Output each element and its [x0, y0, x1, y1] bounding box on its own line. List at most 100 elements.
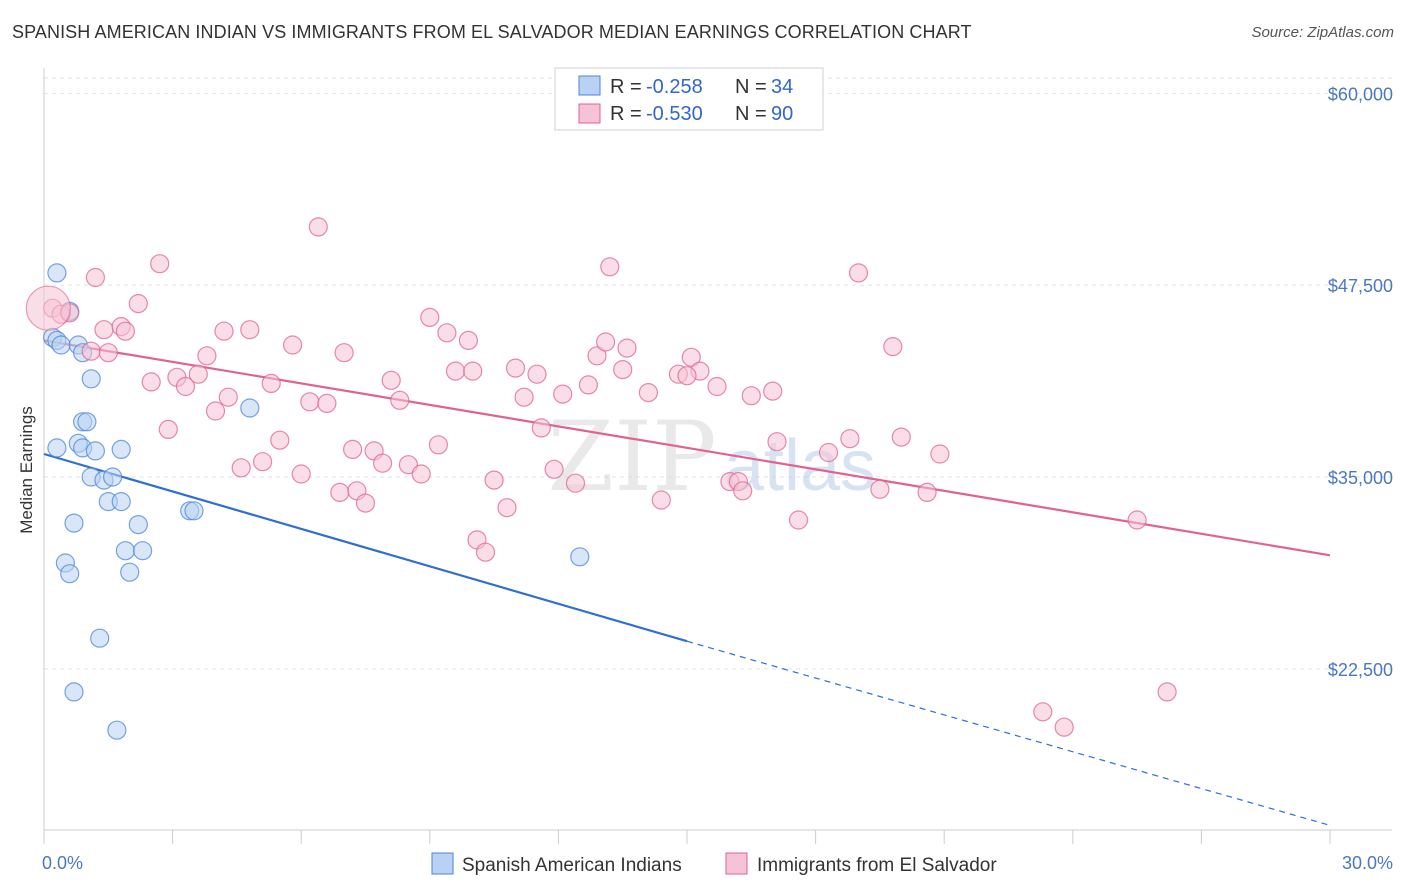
point-immigrants-el-salvador	[158, 419, 178, 439]
x-tick-label: 30.0%	[1342, 853, 1393, 873]
point-spanish-american-indians	[77, 412, 97, 432]
y-axis-label: Median Earnings	[17, 406, 36, 534]
point-immigrants-el-salvador	[733, 481, 753, 501]
point-immigrants-el-salvador	[240, 320, 260, 340]
point-immigrants-el-salvador	[587, 346, 607, 366]
series-legend-swatch-pink	[725, 852, 748, 875]
point-spanish-american-indians	[107, 720, 127, 740]
x-tick-labels: 0.0% 30.0%	[42, 853, 1393, 873]
chart-title: SPANISH AMERICAN INDIAN VS IMMIGRANTS FR…	[12, 22, 972, 42]
y-tick-label: $60,000	[1328, 84, 1393, 104]
point-spanish-american-indians	[90, 628, 110, 648]
point-immigrants-el-salvador	[638, 383, 659, 403]
point-immigrants-el-salvador	[291, 464, 311, 484]
point-immigrants-el-salvador	[128, 294, 148, 314]
point-immigrants-el-salvador	[261, 373, 281, 393]
stats-legend-n-label-2: N =	[735, 103, 767, 125]
stats-legend-n-label-1: N =	[735, 76, 767, 98]
point-immigrants-el-salvador	[115, 321, 136, 341]
point-immigrants-el-salvador	[497, 498, 517, 518]
point-immigrants-el-salvador	[141, 372, 161, 392]
point-immigrants-el-salvador	[437, 323, 457, 343]
point-immigrants-el-salvador	[527, 364, 547, 384]
watermark-zip: ZIP	[547, 401, 716, 513]
point-immigrants-el-salvador	[930, 444, 950, 464]
point-immigrants-el-salvador	[565, 473, 586, 493]
point-immigrants-el-salvador	[595, 332, 616, 352]
point-immigrants-el-salvador	[98, 343, 118, 363]
point-immigrants-el-salvador	[411, 464, 431, 484]
scatter-points	[25, 217, 1177, 740]
point-immigrants-el-salvador	[544, 459, 564, 479]
point-immigrants-el-salvador	[883, 337, 903, 357]
point-immigrants-el-salvador	[283, 335, 303, 355]
point-immigrants-el-salvador	[188, 364, 208, 384]
stats-legend-r-value-1: -0.258	[646, 76, 703, 98]
point-immigrants-el-salvador	[475, 542, 496, 562]
point-immigrants-el-salvador	[763, 381, 783, 401]
point-immigrants-el-salvador	[681, 347, 701, 367]
point-immigrants-el-salvador	[458, 330, 478, 350]
point-immigrants-el-salvador	[617, 338, 637, 358]
point-immigrants-el-salvador	[270, 430, 290, 450]
x-tick-label: 0.0%	[42, 853, 83, 873]
point-spanish-american-indians	[111, 439, 131, 459]
point-immigrants-el-salvador	[1033, 702, 1053, 722]
stats-legend-swatch-blue	[578, 75, 601, 96]
point-spanish-american-indians	[184, 501, 204, 521]
point-immigrants-el-salvador	[428, 435, 448, 455]
point-spanish-american-indians	[102, 467, 123, 487]
y-tick-labels: $22,500 $35,000 $47,500 $60,000	[1328, 84, 1393, 680]
y-tick-label: $35,000	[1328, 468, 1393, 488]
stats-legend-r-value-2: -0.530	[646, 103, 703, 125]
point-spanish-american-indians	[51, 335, 71, 355]
point-immigrants-el-salvador	[390, 390, 410, 410]
point-immigrants-el-salvador	[300, 392, 320, 412]
point-spanish-american-indians	[240, 398, 260, 418]
point-immigrants-el-salvador	[197, 346, 217, 366]
point-immigrants-el-salvador	[85, 267, 106, 288]
point-immigrants-el-salvador	[330, 482, 350, 502]
point-immigrants-el-salvador	[891, 427, 911, 447]
point-immigrants-el-salvador	[600, 257, 620, 277]
point-immigrants-el-salvador	[553, 384, 573, 404]
point-spanish-american-indians	[115, 541, 136, 561]
point-immigrants-el-salvador	[463, 361, 483, 381]
point-immigrants-el-salvador	[531, 418, 551, 438]
trend-lines	[43, 339, 1331, 826]
point-immigrants-el-salvador	[677, 366, 697, 386]
point-immigrants-el-salvador	[253, 452, 273, 472]
stats-legend-n-value-2: 90	[771, 103, 793, 125]
point-immigrants-el-salvador	[613, 360, 633, 380]
y-tick-label: $22,500	[1328, 660, 1393, 680]
point-immigrants-el-salvador	[381, 370, 401, 390]
point-immigrants-el-salvador	[1127, 510, 1147, 530]
point-immigrants-el-salvador	[1054, 717, 1074, 737]
series-legend: Spanish American Indians Immigrants from…	[431, 852, 997, 876]
series-legend-label-blue: Spanish American Indians	[462, 855, 682, 876]
point-spanish-american-indians	[128, 514, 148, 535]
stats-legend: R = -0.258 N = 34 R = -0.530 N = 90	[554, 67, 824, 131]
point-spanish-american-indians	[47, 263, 67, 283]
axes	[43, 68, 1392, 844]
point-immigrants-el-salvador	[373, 453, 393, 473]
point-immigrants-el-salvador	[81, 341, 101, 361]
point-immigrants-el-salvador	[767, 432, 787, 452]
point-immigrants-el-salvador	[840, 429, 860, 449]
stats-legend-r-label-2: R =	[610, 103, 642, 125]
point-immigrants-el-salvador	[218, 387, 238, 407]
point-spanish-american-indians	[47, 438, 67, 458]
chart-source: Source: ZipAtlas.com	[1251, 24, 1394, 41]
point-immigrants-el-salvador	[94, 320, 114, 340]
point-spanish-american-indians	[570, 547, 590, 567]
trend-line-blue-extension	[686, 640, 1331, 826]
point-immigrants-el-salvador	[741, 386, 761, 406]
point-immigrants-el-salvador	[420, 307, 440, 327]
stats-legend-n-value-1: 34	[771, 76, 793, 98]
trend-line-pink	[43, 339, 1331, 557]
point-immigrants-el-salvador	[870, 479, 890, 499]
point-immigrants-el-salvador	[334, 343, 354, 363]
point-immigrants-el-salvador	[150, 254, 170, 274]
point-immigrants-el-salvador	[175, 376, 196, 397]
